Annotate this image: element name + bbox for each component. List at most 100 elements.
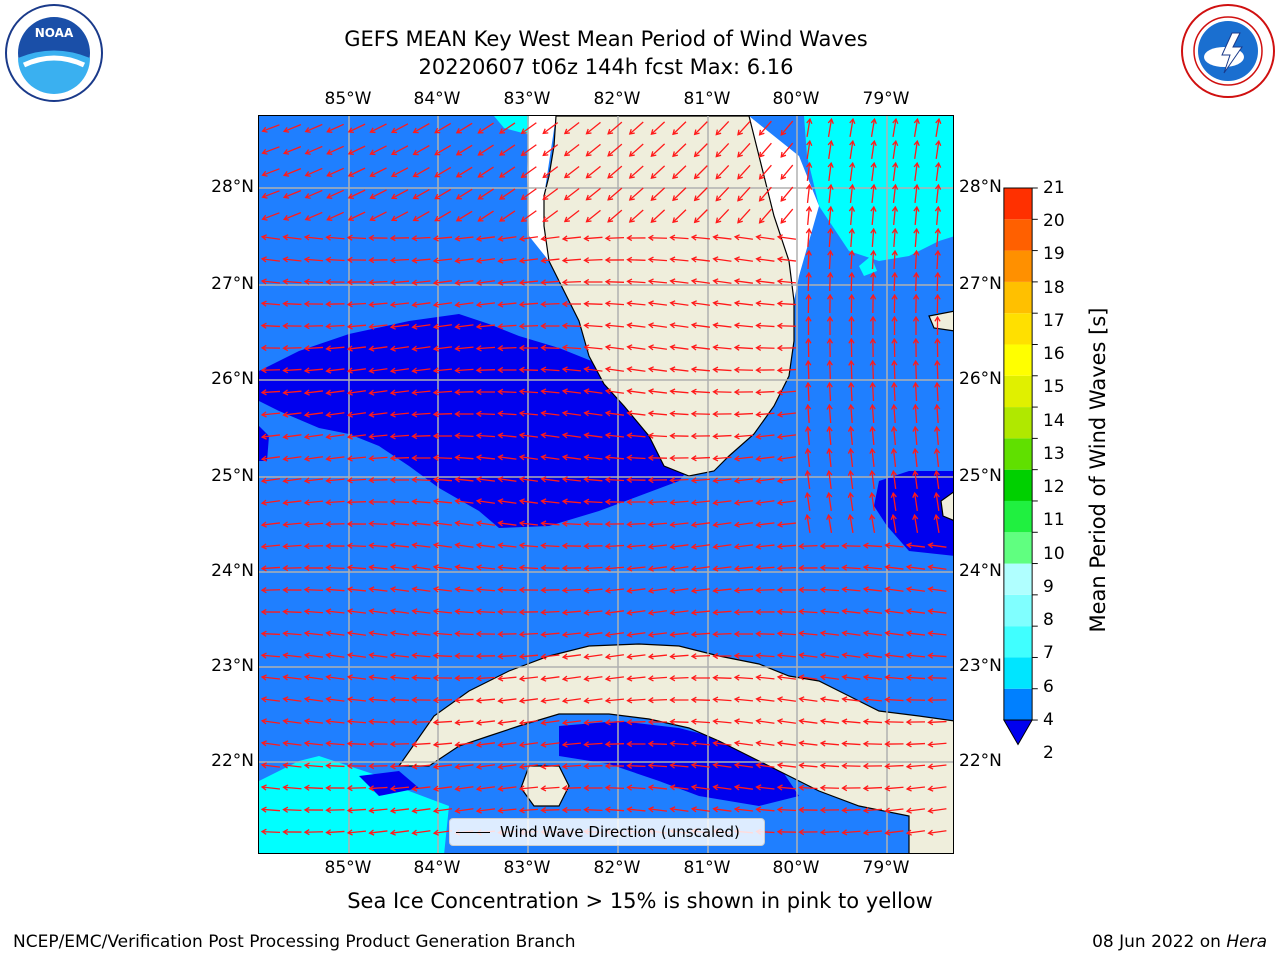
wave-direction-arrowhead [827,271,834,278]
wave-direction-arrow [872,272,874,292]
wave-direction-arrow [562,720,582,724]
wave-direction-arrow [584,478,603,482]
wave-direction-arrowhead [540,344,547,351]
wave-direction-arrow [713,588,732,592]
wave-direction-arrowhead [626,344,633,351]
wave-direction-arrowhead [389,608,396,615]
wave-direction-arrow [283,567,302,569]
wave-direction-arrow [893,206,896,226]
wave-direction-arrow [433,302,453,306]
wave-direction-arrowhead [432,367,439,374]
wave-direction-arrowhead [563,194,570,201]
wave-direction-arrowhead [776,652,783,659]
wave-direction-arrowhead [847,491,854,498]
wave-direction-arrowhead [518,697,525,704]
wave-direction-arrowhead [862,718,869,725]
wave-direction-arrowhead [819,762,826,769]
wave-direction-arrowhead [432,520,439,527]
wave-direction-arrowhead [518,323,525,330]
wave-direction-arrow [806,493,811,511]
wave-direction-arrow [734,324,754,328]
wave-direction-arrow [519,808,539,812]
wave-direction-arrow [871,228,875,248]
wave-direction-arrow [562,698,582,702]
wave-direction-arrowhead [303,389,310,396]
wave-direction-arrow [304,720,324,724]
wave-direction-arrowhead [776,586,783,594]
wave-direction-arrowhead [798,564,805,572]
wave-direction-arrow [605,478,625,482]
wave-direction-arrowhead [432,763,439,770]
wave-direction-arrow [476,742,496,746]
wave-direction-arrow [369,720,388,724]
wave-direction-arrowhead [826,337,834,344]
wave-direction-arrowhead [325,762,332,769]
field-below-2-west [259,426,269,461]
wave-direction-arrowhead [891,293,898,300]
wave-direction-arrowhead [690,256,697,263]
wave-direction-arrow [327,189,344,199]
wave-direction-arrow [715,165,730,179]
wave-direction-arrowhead [712,388,719,396]
wave-direction-arrowhead [390,149,398,156]
wave-direction-arrow [670,742,689,746]
wave-direction-arrowhead [389,476,396,484]
wave-direction-arrow [541,478,560,482]
wave-direction-arrowhead [884,807,891,814]
wave-direction-arrowhead [282,652,289,659]
wave-direction-arrowhead [540,609,547,616]
wave-direction-arrowhead [848,205,856,212]
wave-direction-arrowhead [776,433,783,440]
wave-direction-arrow [498,544,517,548]
wave-direction-arrow [261,390,281,394]
wave-direction-arrowhead [690,366,697,373]
wave-direction-arrow [498,478,517,482]
wave-direction-arrowhead [650,151,657,157]
wave-direction-arrow [347,324,367,328]
wave-direction-arrow [842,566,861,570]
wave-direction-arrowhead [890,425,898,432]
wave-direction-arrow [914,250,918,270]
wave-direction-arrow [914,162,918,182]
wave-direction-arrowhead [862,542,869,549]
lat-label-right: 28°N [959,177,1002,197]
wave-direction-arrowhead [604,344,611,351]
wave-direction-arrow [261,434,281,438]
wave-direction-arrowhead [776,411,783,418]
wave-direction-arrow [893,250,896,270]
wave-direction-arrow [892,184,897,204]
wave-direction-arrowhead [325,652,332,659]
wave-direction-arrow [713,302,732,306]
wave-direction-arrowhead [260,389,267,396]
wave-direction-arrowhead [497,564,504,571]
wave-direction-arrow [412,324,431,328]
wave-direction-arrowhead [669,344,676,351]
wave-direction-arrow [672,165,687,179]
wave-direction-arrow [304,545,324,547]
wave-direction-arrowhead [712,300,719,307]
wave-direction-arrowhead [848,381,855,388]
wave-direction-arrowhead [432,323,439,330]
wave-direction-arrowhead [890,491,897,498]
wave-direction-arrow [433,368,453,372]
wave-direction-arrow [521,144,537,156]
wave-direction-arrow [799,786,818,790]
colorbar-tick-label: 6 [1043,676,1054,697]
wave-direction-arrowhead [389,498,396,505]
lat-label-left: 22°N [211,751,254,771]
wave-direction-arrowhead [693,151,700,158]
wave-direction-arrowhead [755,455,762,462]
wave-direction-arrowhead [411,564,418,571]
wave-direction-arrowhead [712,587,719,594]
noaa-logo-text: NOAA [35,26,74,40]
wave-direction-arrow [780,142,794,158]
wave-direction-arrowhead [497,719,504,726]
wave-direction-arrowhead [604,235,611,242]
wave-direction-arrowhead [411,630,418,637]
wave-direction-arrow [871,448,875,468]
wave-direction-arrowhead [913,227,920,234]
wave-direction-arrow [412,588,431,592]
wave-direction-arrow [906,544,926,548]
wave-direction-arrow [326,434,345,438]
wave-direction-arrow [476,522,496,526]
